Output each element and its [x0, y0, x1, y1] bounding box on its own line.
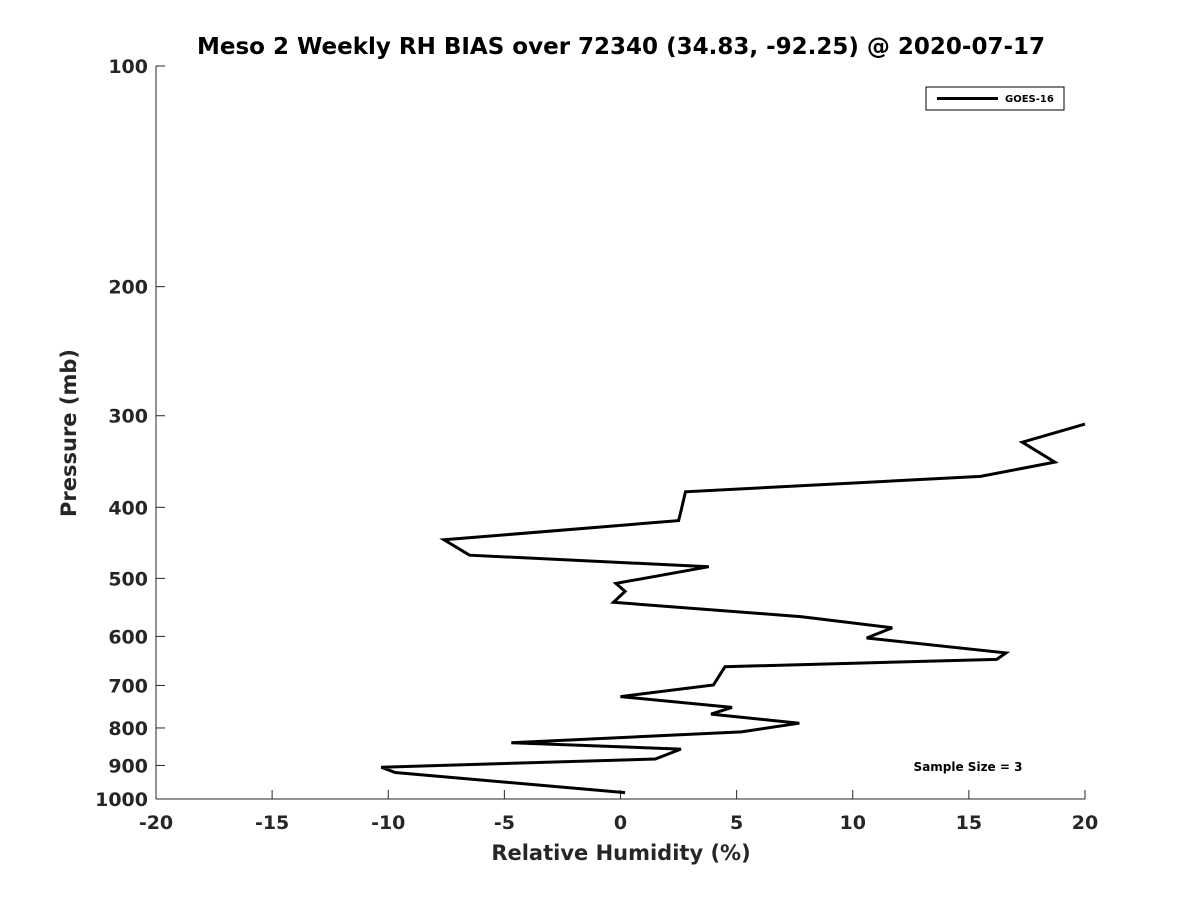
x-tick-label: 20: [1072, 812, 1098, 834]
series-group: [380, 422, 1086, 795]
x-tick-label: 10: [840, 812, 866, 834]
x-axis-label: Relative Humidity (%): [491, 841, 750, 865]
y-tick-label: 1000: [95, 789, 148, 811]
x-ticks: -20 -15 -10 -5 0 5 10 15 20: [139, 790, 1098, 834]
legend-entry-goes-16: GOES-16: [1005, 94, 1054, 105]
y-axis-label: Pressure (mb): [57, 349, 81, 517]
y-tick-label: 900: [108, 755, 148, 777]
y-ticks: 100 200 300 400 500 600 700 800 900 1000: [95, 56, 165, 811]
legend: GOES-16: [925, 86, 1065, 111]
y-tick-label: 800: [108, 718, 148, 740]
x-tick-label: -5: [494, 812, 515, 834]
series-line-goes-16: [380, 422, 1086, 795]
x-tick-label: 5: [730, 812, 743, 834]
x-tick-label: 15: [956, 812, 982, 834]
x-tick-label: -20: [139, 812, 173, 834]
y-tick-label: 400: [108, 497, 148, 519]
axes-frame: [155, 66, 1085, 800]
y-tick-label: 700: [108, 675, 148, 697]
x-tick-label: -10: [371, 812, 405, 834]
y-tick-label: 100: [108, 56, 148, 78]
sample-size-annotation: Sample Size = 3: [914, 760, 1023, 774]
y-tick-label: 300: [108, 406, 148, 428]
y-tick-label: 600: [108, 626, 148, 648]
chart-title: Meso 2 Weekly RH BIAS over 72340 (34.83,…: [197, 34, 1045, 60]
y-tick-label: 200: [108, 277, 148, 299]
x-tick-label: -15: [255, 812, 289, 834]
x-tick-label: 0: [614, 812, 627, 834]
y-tick-label: 500: [108, 568, 148, 590]
